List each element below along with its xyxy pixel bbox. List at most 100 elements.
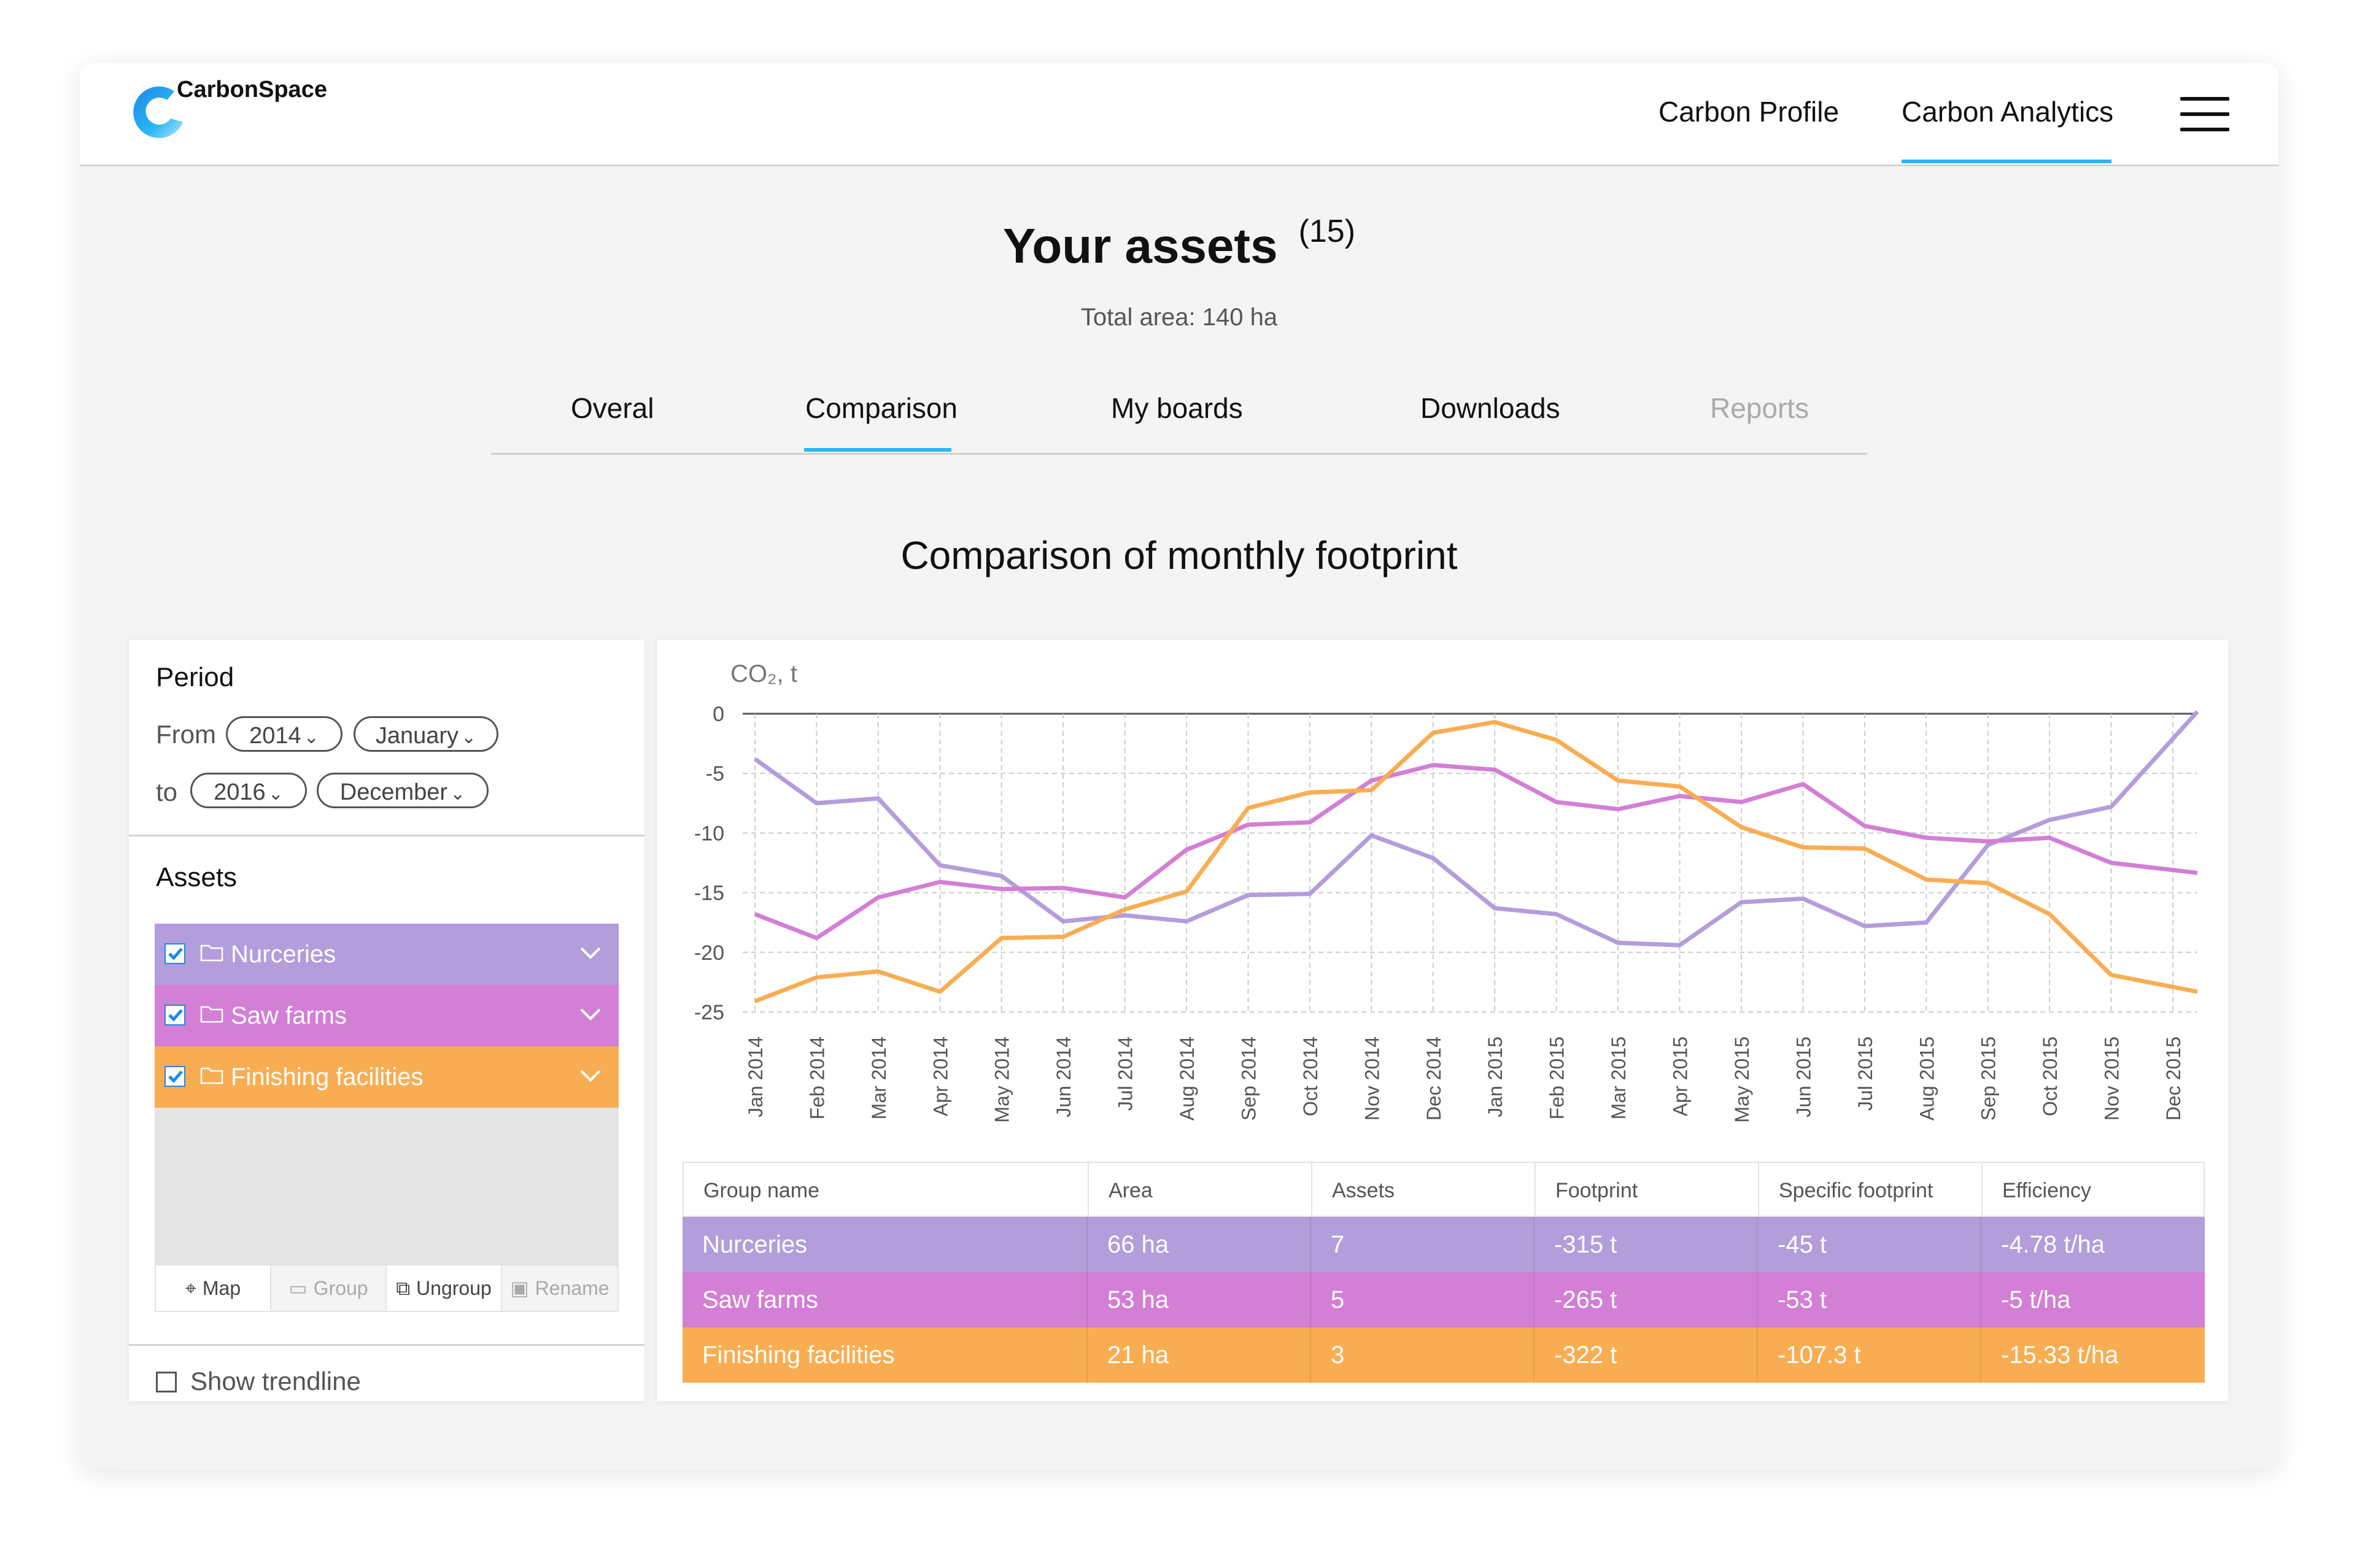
x-tick-label: Apr 2015 [1670,1037,1692,1116]
from-year-value: 2014 [249,723,301,749]
table-header-cell[interactable]: Area [1089,1163,1312,1218]
asset-checkbox[interactable] [164,1005,185,1025]
to-month-select[interactable]: December ⌄ [317,773,489,808]
asset-count: (15) [1298,214,1356,249]
to-year-value: 2016 [214,779,266,805]
table-cell: -315 t [1535,1217,1758,1272]
x-tick-label: Jun 2014 [1053,1037,1075,1118]
tool-rename-button[interactable]: ▣ Rename [502,1265,617,1311]
table-row[interactable]: Saw farms 53 ha 5 -265 t -53 t -5 t/ha [683,1272,2205,1327]
x-tick-label: Jul 2014 [1115,1037,1137,1111]
chevron-down-icon[interactable] [579,1068,602,1083]
table-cell: -4.78 t/ha [2001,1231,2105,1258]
nav-active-indicator [1902,160,2111,163]
asset-row[interactable]: Finishing facilities [155,1046,619,1108]
table-row[interactable]: Finishing facilities 21 ha 3 -322 t -107.3 t… [683,1327,2205,1383]
tool-label: Rename [535,1277,610,1299]
x-tick-label: Jun 2015 [1792,1037,1814,1118]
carbonspace-logo [133,86,183,138]
y-tick-label: -25 [694,1001,724,1024]
table-cell: -45 t [1758,1217,1981,1272]
folder-icon: ▭ [288,1277,308,1299]
tab-overal[interactable]: Overal [571,392,654,424]
total-area-value: 140 ha [1202,304,1278,331]
chart-panel: CO₂, t 0 -5 -10 -15 -20 -25 Jan 2014 Feb 2014 Mar… [657,640,2228,1401]
tab-active-indicator [804,448,951,452]
table-cell: 21 ha [1088,1327,1311,1383]
to-month-value: December [339,779,448,805]
table-cell: -265 t [1535,1272,1758,1327]
nav-carbon-analytics[interactable]: Carbon Analytics [1902,96,2114,128]
from-month-value: January [375,723,459,749]
folder-icon [200,1067,223,1084]
series-line-saw-farms [754,763,2198,940]
table-cell: 66 ha [1088,1217,1311,1272]
to-label: to [156,778,178,806]
table-cell: Finishing facilities [683,1327,1088,1383]
tool-map-button[interactable]: ⌖ Map [156,1265,271,1311]
asset-checkbox[interactable] [164,1066,185,1087]
tab-comparison[interactable]: Comparison [805,392,958,424]
asset-row[interactable]: Nurceries [155,924,619,985]
tab-reports[interactable]: Reports [1710,392,1809,424]
x-tick-label: Aug 2014 [1176,1037,1198,1121]
tab-bar: Overal Comparison My boards Downloads Re… [491,392,1867,455]
asset-row[interactable]: Saw farms [155,985,619,1046]
x-tick-label: May 2015 [1731,1037,1753,1123]
x-tick-label: Jul 2015 [1854,1037,1876,1111]
total-area-label: Total area: [1080,304,1196,331]
chevron-down-icon[interactable] [579,1007,602,1022]
from-year-select[interactable]: 2014 ⌄ [226,716,343,752]
x-tick-label: Oct 2014 [1299,1037,1322,1116]
table-cell: 7 [1311,1217,1535,1272]
table-header-cell[interactable]: Specific footprint [1759,1163,1983,1218]
chevron-down-icon: ⌄ [450,784,466,804]
asset-list-empty-area [155,1108,619,1264]
tool-group-button[interactable]: ▭ Group [271,1265,387,1311]
table-header-cell[interactable]: Footprint [1536,1163,1759,1218]
y-tick-label: -10 [694,822,724,845]
hamburger-menu-icon[interactable] [2180,97,2229,131]
table-cell: -5 t/ha [2001,1286,2071,1313]
chevron-down-icon[interactable] [579,946,602,960]
table-header-cell[interactable]: Assets [1312,1163,1536,1218]
section-title: Comparison of monthly footprint [900,533,1458,577]
nav-carbon-profile[interactable]: Carbon Profile [1658,96,1840,128]
table-header-cell[interactable]: Group name [684,1163,1089,1218]
tab-my-boards[interactable]: My boards [1111,392,1243,424]
from-month-select[interactable]: January ⌄ [354,716,498,752]
page-title-text: Your assets [1002,218,1278,273]
x-tick-label: Nov 2015 [2101,1037,2123,1121]
app-name: CarbonSpace [177,77,327,102]
asset-name: Saw farms [231,1002,347,1029]
series-line-nurceries [753,710,2199,948]
x-tick-label: Sep 2014 [1237,1037,1260,1121]
to-year-select[interactable]: 2016 ⌄ [190,773,307,808]
tool-ungroup-button[interactable]: ⧉ Ungroup [387,1265,502,1311]
x-tick-label: Dec 2014 [1423,1037,1445,1121]
table-cell: 53 ha [1088,1272,1311,1327]
tab-downloads[interactable]: Downloads [1420,392,1560,424]
asset-checkbox[interactable] [164,943,185,964]
tool-label: Group [313,1277,368,1299]
x-tick-label: Apr 2014 [929,1037,951,1116]
assets-label: Assets [156,862,238,892]
show-trendline-checkbox[interactable] [156,1372,177,1392]
from-label: From [156,720,216,749]
x-tick-label: Sep 2015 [1978,1037,2000,1121]
table-header-cell[interactable]: Efficiency [2002,1179,2091,1202]
monthly-footprint-chart: CO₂, t 0 -5 -10 -15 -20 -25 Jan 2014 Feb 2014 Mar… [694,660,2199,1123]
table-row[interactable]: Nurceries 66 ha 7 -315 t -45 t -4.78 t/ha [683,1217,2205,1272]
divider [129,835,644,836]
x-tick-label: Jan 2014 [745,1037,767,1118]
show-trendline-label: Show trendline [190,1367,361,1396]
tool-label: Map [202,1277,241,1299]
x-tick-label: Mar 2015 [1608,1037,1630,1119]
x-tick-label: Feb 2014 [806,1037,828,1119]
asset-name: Finishing facilities [231,1064,424,1091]
rename-icon: ▣ [510,1277,529,1299]
table-cell: Nurceries [683,1217,1088,1272]
tool-label: Ungroup [416,1277,492,1299]
x-tick-label: Oct 2015 [2039,1037,2061,1116]
chevron-down-icon: ⌄ [303,727,319,747]
